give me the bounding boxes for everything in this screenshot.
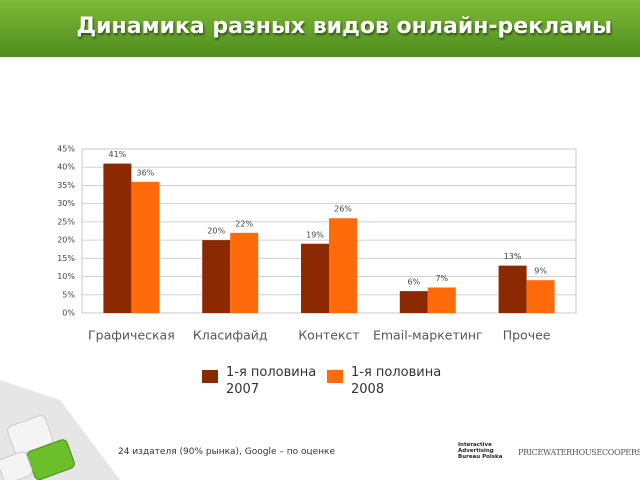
value-label: 9% (534, 267, 547, 276)
y-tick-label: 45% (57, 145, 75, 154)
bar (329, 218, 357, 313)
bar (103, 163, 132, 313)
x-tick-label: Прочее (503, 328, 551, 343)
x-tick-label: Графическая (88, 328, 175, 343)
bar (131, 181, 160, 313)
bar (399, 291, 428, 313)
y-tick-label: 35% (57, 181, 75, 190)
value-label: 26% (334, 205, 352, 214)
header-bar (0, 0, 640, 57)
value-label: 19% (306, 230, 324, 239)
y-tick-label: 30% (57, 199, 75, 208)
legend-item: 1-я половина 2007 (202, 364, 336, 398)
logo: PRICEWATERHOUSECOOPERS (518, 448, 640, 457)
value-label: 13% (504, 252, 522, 261)
bar (202, 240, 231, 313)
y-tick-label: 10% (57, 272, 75, 281)
legend-item: 1-я половина 2008 (327, 364, 461, 398)
keyboard-decoration (0, 380, 120, 480)
y-tick-label: 20% (57, 236, 75, 245)
footnote: 24 издателя (90% рынка), Google – по оце… (118, 447, 335, 457)
x-tick-label: Email-маркетинг (373, 328, 483, 343)
legend-label: 1-я половина 2008 (351, 365, 442, 397)
bar (301, 243, 329, 313)
x-tick-label: Контекст (298, 328, 359, 343)
x-tick-label: Класифайд (193, 328, 268, 343)
value-label: 7% (435, 274, 448, 283)
bar (427, 287, 456, 313)
legend-label: 1-я половина 2007 (226, 365, 317, 397)
value-label: 20% (207, 227, 225, 236)
legend-swatch (327, 370, 343, 383)
bar (230, 232, 259, 313)
y-tick-label: 5% (62, 290, 75, 299)
y-tick-label: 25% (57, 217, 75, 226)
legend-swatch (202, 370, 218, 383)
value-label: 22% (235, 219, 253, 228)
value-label: 36% (137, 168, 155, 177)
bar (498, 265, 527, 313)
chart-title: Динамика разных видов онлайн-рекламы (76, 14, 612, 39)
value-label: 41% (109, 150, 127, 159)
y-tick-label: 0% (62, 309, 75, 318)
y-tick-label: 15% (57, 254, 75, 263)
bar (526, 280, 555, 313)
logo: Interactive Advertising Bureau Polska (458, 442, 503, 460)
value-label: 6% (407, 278, 420, 287)
y-tick-label: 40% (57, 163, 75, 172)
